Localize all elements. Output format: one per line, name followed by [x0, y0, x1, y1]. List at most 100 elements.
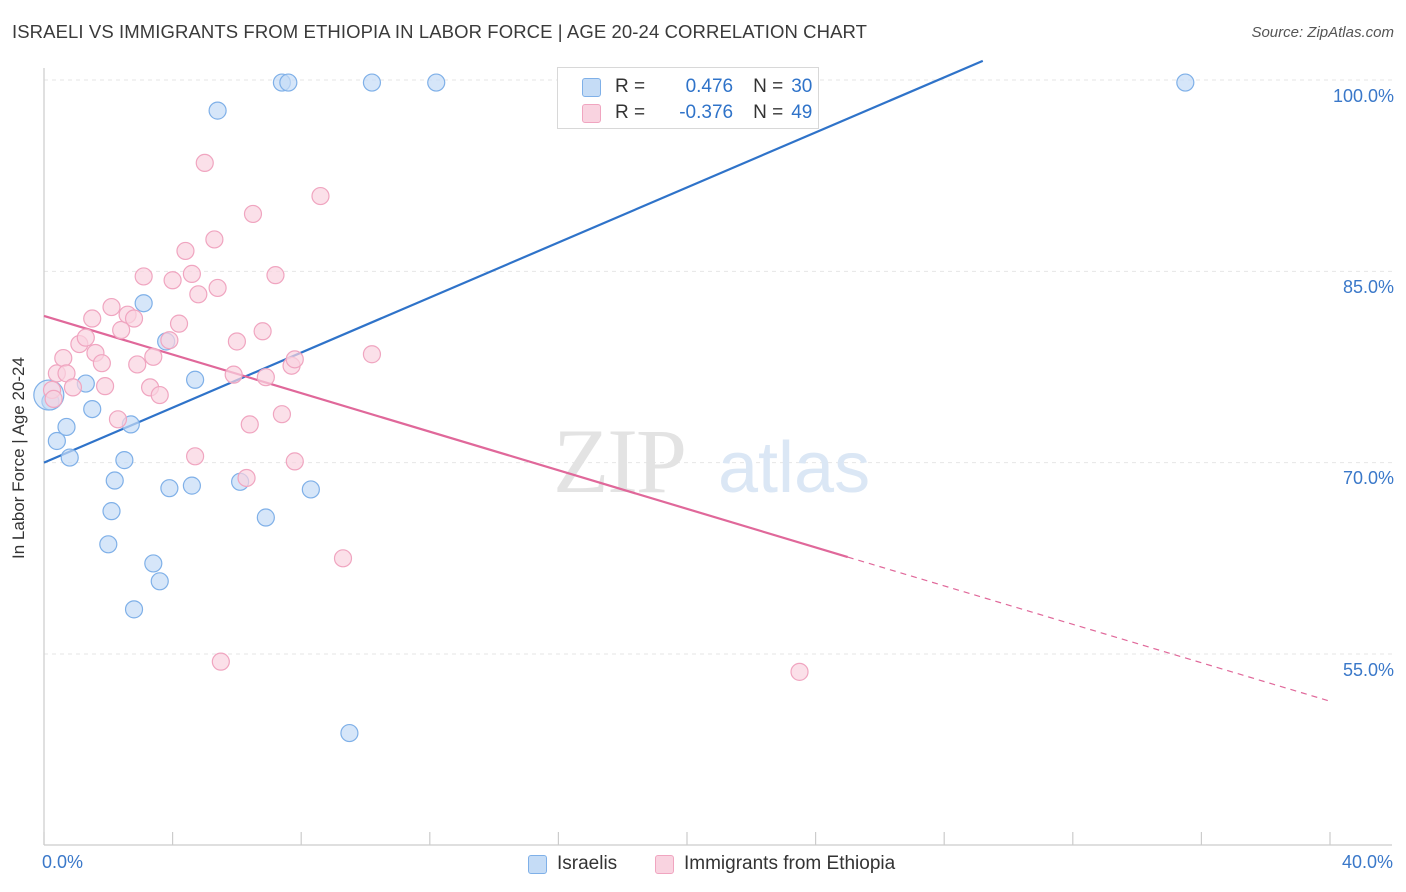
israelis-point-1 [47, 431, 66, 451]
israelis-point-9 [115, 451, 134, 470]
israelis-point-7 [99, 535, 118, 554]
ethiopia-point-7 [83, 309, 102, 328]
ethiopia-point-29 [205, 230, 224, 249]
legend-swatch-ethiopia [655, 854, 674, 874]
israelis-point-6 [102, 502, 121, 521]
ethiopia-point-30 [208, 278, 227, 298]
ethiopia-point-32 [224, 365, 243, 384]
legend-n-value: 49 [791, 102, 813, 123]
x-tick-label-right: 40.0% [1341, 852, 1393, 872]
ethiopia-point-16 [128, 355, 147, 374]
ethiopia-point-12 [108, 410, 128, 429]
ethiopia-point-20 [150, 385, 169, 405]
ethiopia-point-35 [240, 415, 259, 434]
ethiopia-point-40 [272, 405, 292, 424]
israelis-point-28 [1176, 73, 1195, 92]
chart-title: ISRAELI VS IMMIGRANTS FROM ETHIOPIA IN L… [12, 21, 868, 42]
legend-n-label: N = [753, 76, 784, 97]
israelis-point-8 [105, 471, 124, 490]
gridlines [44, 79, 1392, 655]
legend-swatch-israelis [528, 854, 547, 874]
ethiopia-point-24 [176, 241, 195, 261]
ethiopia-point-26 [186, 447, 205, 466]
legend-label-ethiopia: Immigrants from Ethiopia [684, 853, 896, 874]
ethiopia-point-28 [195, 153, 214, 173]
legend-bottom: Israelis Immigrants from Ethiopia [0, 850, 1406, 880]
legend-swatch-israelis [582, 77, 601, 97]
legend-n-value: 30 [791, 76, 813, 97]
trend-line-0 [43, 59, 984, 464]
x-ticks [43, 832, 1331, 845]
israelis-point-27 [427, 73, 446, 92]
legend-row-ethiopia: R = -0.376 N = 49 [582, 102, 812, 124]
legend-row-israelis: R = 0.476 N = 30 [582, 76, 812, 98]
ethiopia-point-43 [285, 452, 304, 471]
israelis-point-24 [301, 480, 320, 499]
ethiopia-point-2 [54, 348, 73, 368]
israelis-point-3 [60, 448, 79, 467]
ethiopia-point-36 [243, 204, 263, 224]
ethiopia-point-4 [63, 378, 83, 397]
legend-r-label: R = [615, 76, 646, 97]
ethiopia-point-15 [124, 309, 144, 328]
ethiopia-point-38 [256, 368, 275, 387]
source-label: Source: ZipAtlas.com [1251, 24, 1394, 41]
legend-item-ethiopia: Immigrants from Ethiopia [655, 850, 895, 878]
legend-r-value: -0.376 [679, 102, 734, 123]
watermark-atlas: atlas [718, 428, 870, 508]
x-tick-label-left: 0.0% [42, 852, 84, 872]
y-axis-label: In Labor Force | Age 20-24 [9, 357, 28, 559]
ethiopia-point-42 [285, 350, 304, 369]
israelis-point-18 [186, 370, 205, 389]
ethiopia-point-11 [102, 297, 121, 317]
y-tick-label-100: 100.0% [1332, 86, 1394, 106]
israelis-point-17 [182, 476, 201, 495]
y-tick-label-55: 55.0% [1342, 660, 1394, 680]
ethiopia-point-10 [95, 377, 115, 396]
trend-line-extension-1 [847, 556, 1331, 702]
israelis-point-2 [57, 417, 76, 437]
legend-r-value: 0.476 [685, 76, 734, 97]
ethiopia-point-27 [189, 285, 208, 304]
ethiopia-point-34 [237, 468, 256, 488]
y-tick-label-85: 85.0% [1342, 277, 1394, 297]
israelis-point-5 [83, 399, 102, 419]
ethiopia-point-46 [362, 345, 382, 364]
points-layer [33, 73, 1195, 743]
ethiopia-point-45 [333, 549, 353, 568]
ethiopia-point-48 [44, 389, 63, 408]
legend-item-israelis: Israelis [528, 850, 617, 878]
ethiopia-point-9 [92, 354, 111, 373]
israelis-point-21 [256, 508, 275, 527]
ethiopia-point-33 [227, 332, 246, 351]
axes [43, 68, 1392, 846]
ethiopia-point-37 [253, 322, 272, 341]
ethiopia-point-31 [211, 652, 230, 671]
ethiopia-point-23 [169, 314, 189, 333]
israelis-point-16 [160, 479, 179, 498]
israelis-point-26 [362, 73, 382, 92]
israelis-point-13 [144, 554, 163, 573]
legend-swatch-ethiopia [582, 103, 601, 123]
legend-r-label: R = [615, 102, 646, 123]
israelis-point-11 [124, 600, 144, 619]
ethiopia-point-21 [160, 331, 179, 350]
ethiopia-point-19 [144, 347, 163, 366]
israelis-point-23 [279, 73, 298, 92]
ethiopia-point-6 [76, 328, 95, 347]
israelis-point-14 [150, 572, 169, 591]
trend-line-1 [43, 314, 849, 559]
legend-n-label: N = [753, 102, 784, 123]
ethiopia-point-39 [266, 266, 285, 285]
ethiopia-point-22 [163, 271, 182, 290]
ethiopia-point-25 [182, 264, 201, 283]
trend-lines [43, 59, 1331, 702]
legend-label-israelis: Israelis [557, 853, 618, 874]
watermark: ZIP atlas [553, 410, 870, 512]
israelis-point-12 [134, 294, 153, 313]
ethiopia-point-47 [790, 662, 809, 681]
y-tick-label-70: 70.0% [1342, 468, 1394, 488]
ethiopia-point-17 [134, 267, 153, 286]
legend-top: R = 0.476 N = 30 R = -0.376 N = 49 [557, 67, 819, 129]
